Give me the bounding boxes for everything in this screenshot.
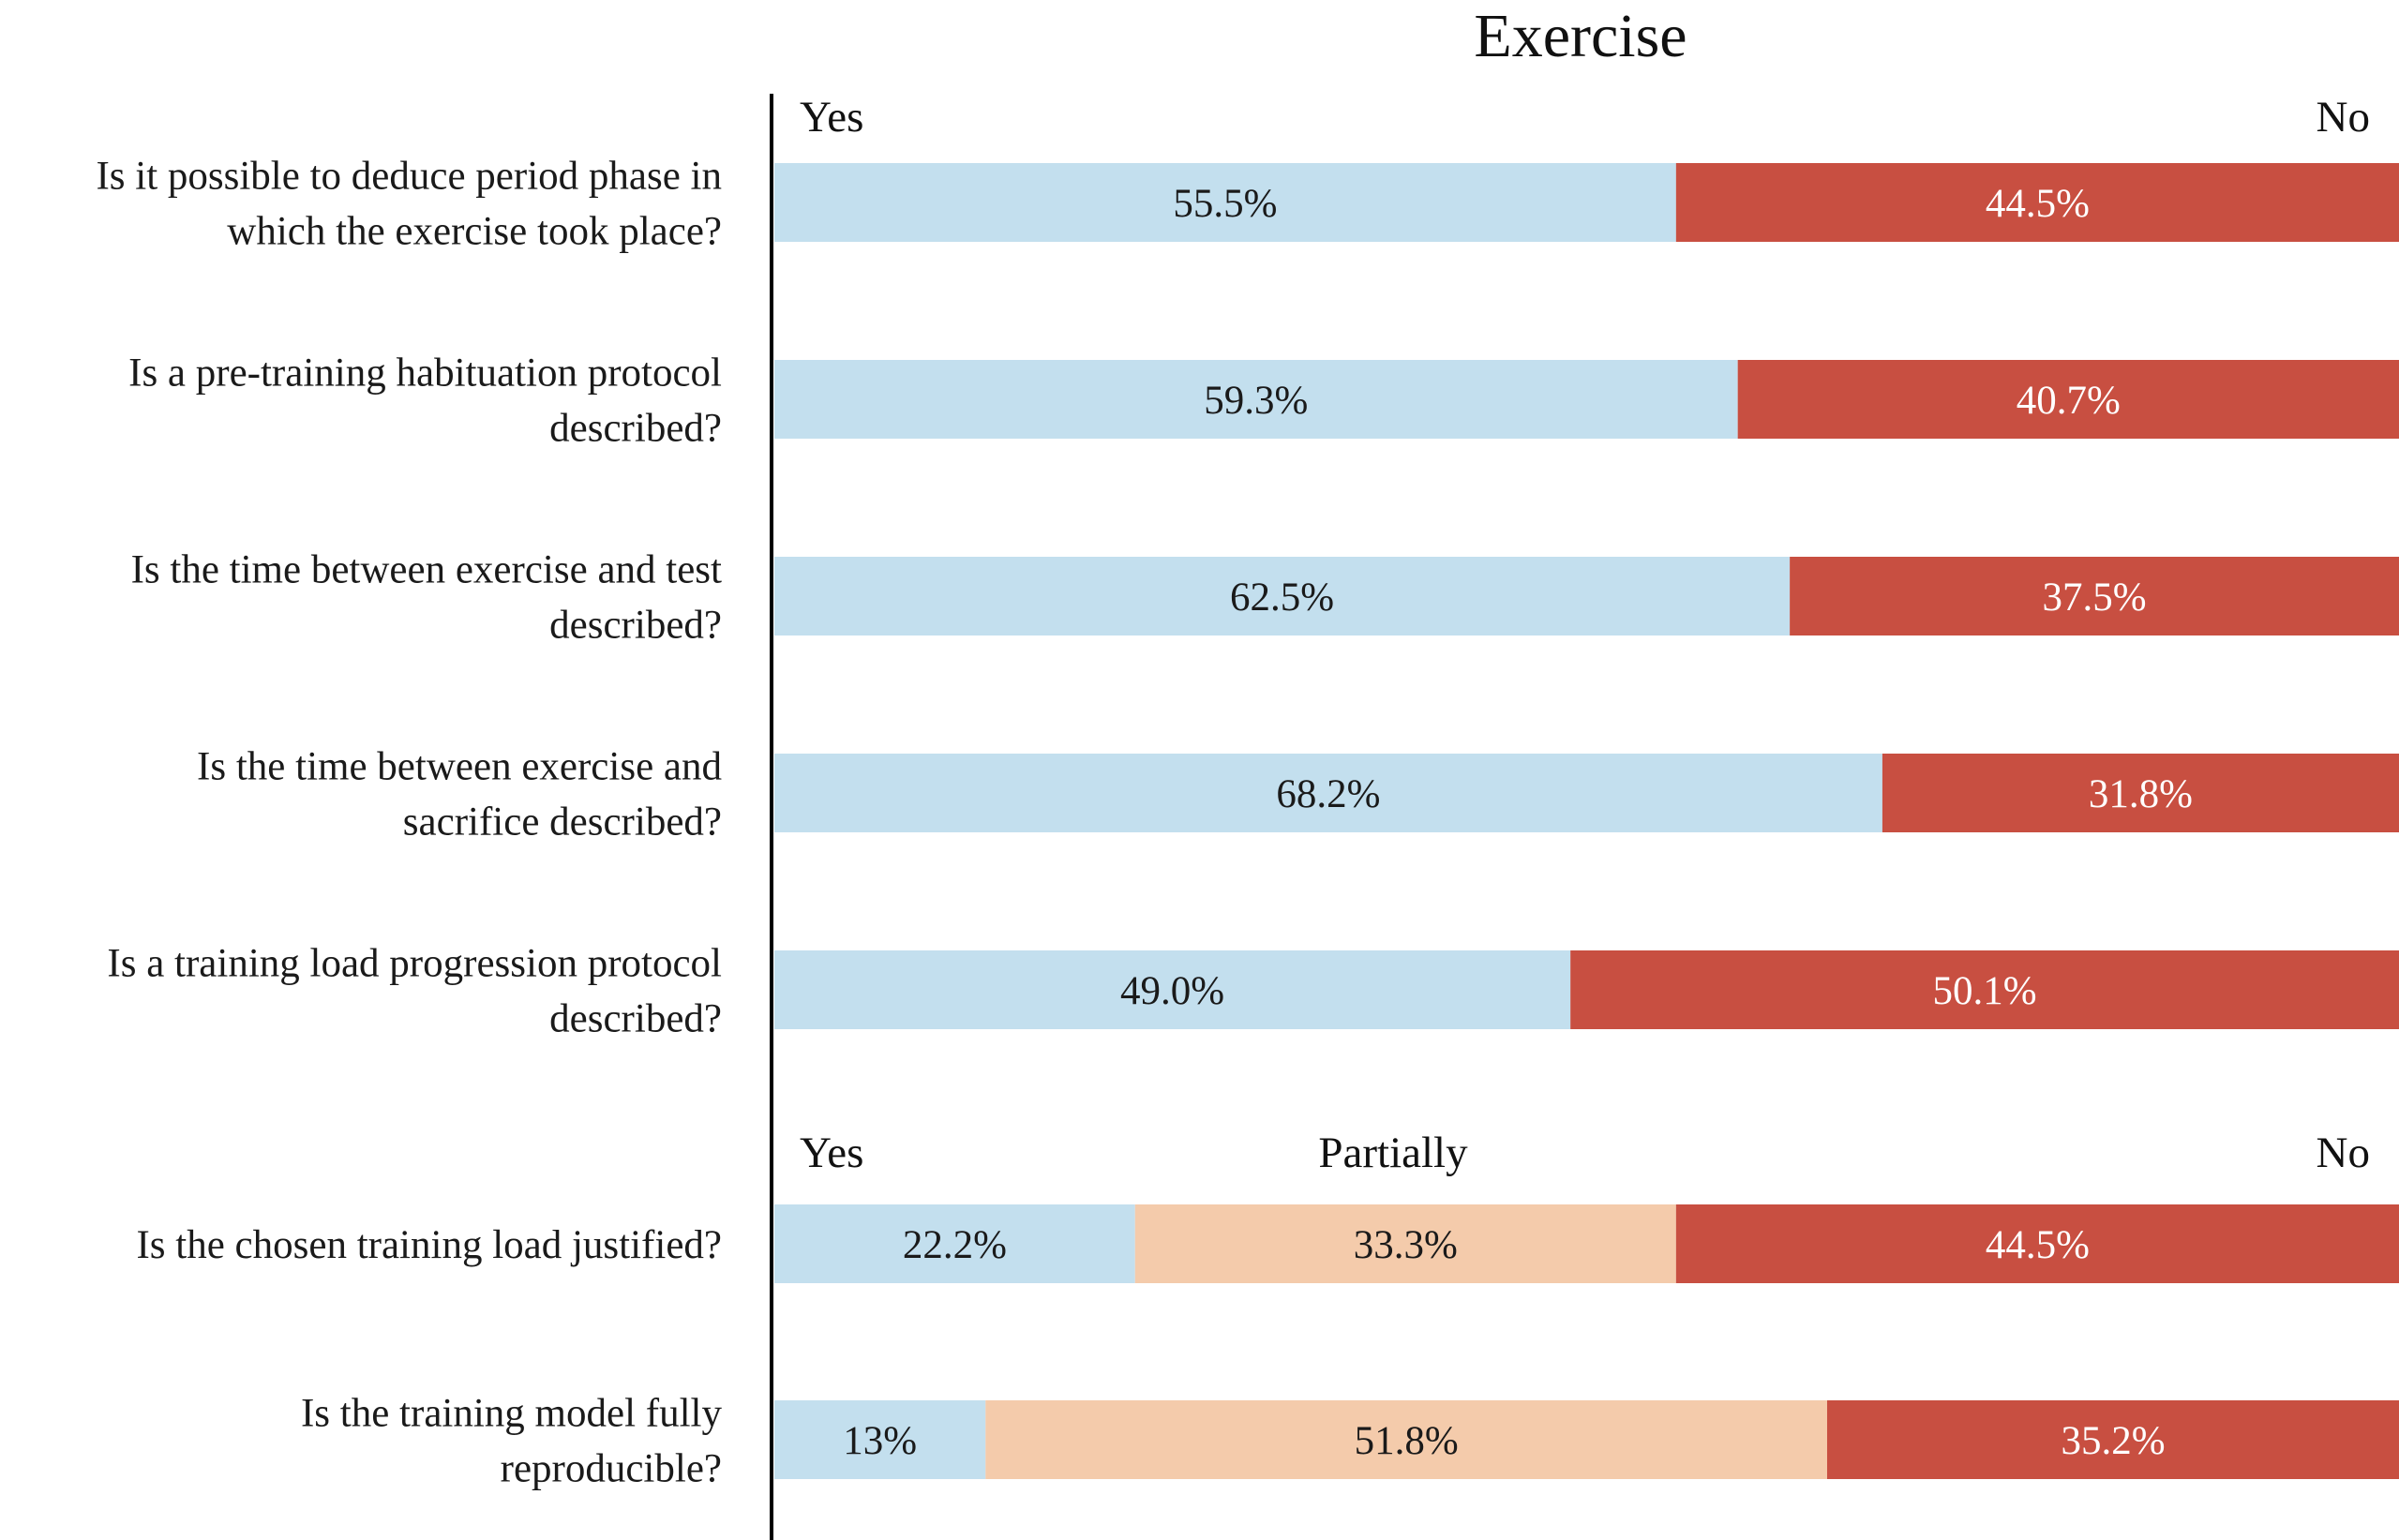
data-label-yes-row-2-1: 22.2% (903, 1223, 1007, 1267)
data-label-yes-row-1-5: 49.0% (1120, 969, 1224, 1013)
question-label-1-5: Is a training load progression protocol d… (107, 942, 722, 1041)
bar-segment-no-row-1-5 (1570, 950, 2399, 1029)
bar-segment-no-row-1-4 (1882, 754, 2399, 832)
bar-segment-partially-row-2-1 (1134, 1204, 1676, 1283)
data-label-no-row-1-1: 44.5% (1986, 182, 2090, 226)
bar-segment-yes-row-2-2 (774, 1400, 986, 1479)
question-label-2-2: Is the training model fully reproducible? (301, 1392, 723, 1491)
header-yes-group-1: Yes (800, 93, 863, 142)
data-label-yes-row-1-2: 59.3% (1204, 379, 1308, 423)
bar-segment-yes-row-1-4 (774, 754, 1882, 832)
bar-segment-yes-row-1-1 (774, 163, 1676, 242)
data-label-no-row-2-1: 44.5% (1986, 1223, 2090, 1267)
header-no-group-2: No (2317, 1129, 2370, 1177)
bar-segment-partially-row-2-2 (985, 1400, 1827, 1479)
data-label-yes-row-1-4: 68.2% (1276, 772, 1380, 816)
bar-segment-no-row-2-2 (1826, 1400, 2399, 1479)
question-label-1-3: Is the time between exercise and test des… (131, 548, 722, 648)
data-label-no-row-1-2: 40.7% (2017, 379, 2121, 423)
question-label-1-1: Is it possible to deduce period phase in… (96, 155, 722, 254)
data-label-no-row-1-5: 50.1% (1933, 969, 2037, 1013)
data-label-yes-row-2-2: 13% (843, 1419, 917, 1463)
bar-segment-yes-row-1-2 (774, 360, 1738, 439)
data-label-yes-row-1-3: 62.5% (1230, 576, 1334, 620)
data-label-no-row-1-3: 37.5% (2043, 576, 2147, 620)
header-yes-group-2: Yes (800, 1129, 863, 1177)
bar-segment-no-row-2-1 (1675, 1204, 2399, 1283)
header-partially-group-2: Partially (1318, 1129, 1468, 1177)
data-label-no-row-2-2: 35.2% (2061, 1419, 2165, 1463)
question-label-1-4: Is the time between exercise and sacrific… (197, 745, 722, 845)
bar-segment-yes-row-1-5 (774, 950, 1571, 1029)
header-no-group-1: No (2317, 93, 2370, 142)
bar-segment-no-row-1-2 (1737, 360, 2399, 439)
data-label-partially-row-2-1: 33.3% (1354, 1223, 1458, 1267)
data-label-no-row-1-4: 31.8% (2089, 772, 2193, 816)
bar-segment-yes-row-1-3 (774, 557, 1791, 635)
bar-segment-yes-row-2-1 (774, 1204, 1135, 1283)
question-label-2-1: Is the chosen training load justified? (136, 1223, 722, 1267)
question-label-1-2: Is a pre-training habituation protocol de… (128, 351, 722, 451)
data-label-partially-row-2-2: 51.8% (1355, 1419, 1459, 1463)
bar-segment-no-row-1-3 (1790, 557, 2399, 635)
data-label-yes-row-1-1: 55.5% (1173, 182, 1277, 226)
chart-title: Exercise (1474, 2, 1687, 70)
bar-segment-no-row-1-1 (1675, 163, 2399, 242)
